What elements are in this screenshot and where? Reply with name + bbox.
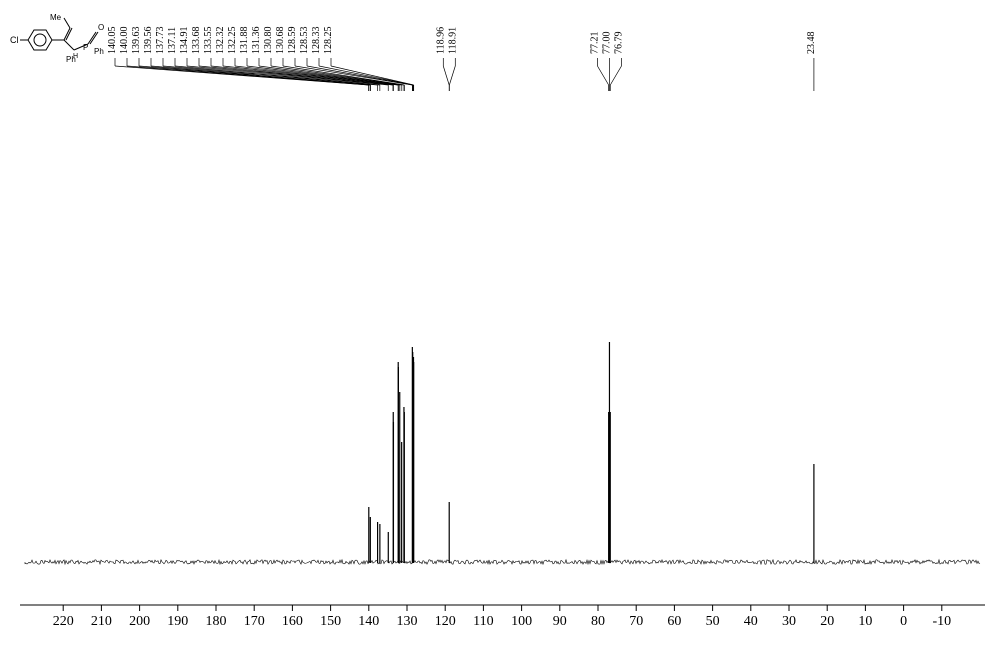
peak-connector xyxy=(175,66,380,85)
axis-label: 30 xyxy=(782,614,796,629)
peak-value-label: 77.21 xyxy=(589,32,600,55)
axis-label: 20 xyxy=(820,614,834,629)
axis-label: 80 xyxy=(591,614,605,629)
axis-label: 100 xyxy=(511,614,532,629)
peak-value-label: 128.59 xyxy=(287,27,298,55)
axis-label: 130 xyxy=(397,614,418,629)
peak-value-label: 131.36 xyxy=(251,27,262,55)
peak-value-label: 131.88 xyxy=(239,27,250,55)
axis-label: 90 xyxy=(553,614,567,629)
peak-value-label: 139.56 xyxy=(143,27,154,55)
peak-value-label: 23.48 xyxy=(806,32,817,55)
peak-value-label: 128.53 xyxy=(299,27,310,55)
cl-label: Cl xyxy=(10,35,19,45)
ph2-label: Ph xyxy=(94,47,104,56)
peak-value-label: 134.91 xyxy=(179,27,190,55)
axis-label: 190 xyxy=(167,614,188,629)
peak-connector xyxy=(449,66,455,85)
p-label: P xyxy=(83,43,88,52)
peak-value-label: 139.63 xyxy=(131,27,142,55)
axis-label: 170 xyxy=(244,614,265,629)
peak-value-label: 133.55 xyxy=(203,27,214,55)
peak-value-label: 132.32 xyxy=(215,27,226,55)
peak-connector xyxy=(597,66,608,85)
peak-value-label: 133.68 xyxy=(191,27,202,55)
axis-label: 110 xyxy=(473,614,493,629)
axis-label: 40 xyxy=(744,614,758,629)
peak-value-label: 137.73 xyxy=(155,27,166,55)
axis-label: 180 xyxy=(206,614,227,629)
peak-value-label: 118.96 xyxy=(435,27,446,54)
axis-label: 120 xyxy=(435,614,456,629)
axis-label: 60 xyxy=(667,614,681,629)
baseline-noise xyxy=(25,560,980,564)
axis-label: 220 xyxy=(53,614,74,629)
axis-label: 200 xyxy=(129,614,150,629)
axis-label: 160 xyxy=(282,614,303,629)
axis-label: 140 xyxy=(358,614,379,629)
peak-connector xyxy=(443,66,449,85)
peak-value-label: 137.11 xyxy=(167,27,178,54)
peak-value-label: 76.79 xyxy=(613,32,624,55)
axis-label: -10 xyxy=(932,614,951,629)
axis-label: 50 xyxy=(706,614,720,629)
molecule-structure: Cl Me O Ph Ph H P xyxy=(10,10,110,70)
axis-label: 150 xyxy=(320,614,341,629)
axis-label: 210 xyxy=(91,614,112,629)
peak-connector xyxy=(610,66,621,85)
nmr-spectrum: 2202102001901801701601501401301201101009… xyxy=(0,0,1000,647)
axis-label: 70 xyxy=(629,614,643,629)
peak-value-label: 128.25 xyxy=(323,27,334,55)
peak-value-label: 140.00 xyxy=(119,27,130,55)
peak-value-label: 130.68 xyxy=(275,27,286,55)
o-label: O xyxy=(98,23,104,32)
peak-value-label: 130.80 xyxy=(263,27,274,55)
me-label: Me xyxy=(50,13,62,22)
peak-value-label: 77.00 xyxy=(601,32,612,55)
peak-value-label: 118.91 xyxy=(447,27,458,54)
axis-label: 10 xyxy=(858,614,872,629)
h-label: H xyxy=(73,53,78,60)
peak-value-label: 128.33 xyxy=(311,27,322,55)
peak-value-label: 132.25 xyxy=(227,27,238,55)
axis-label: 0 xyxy=(900,614,907,629)
